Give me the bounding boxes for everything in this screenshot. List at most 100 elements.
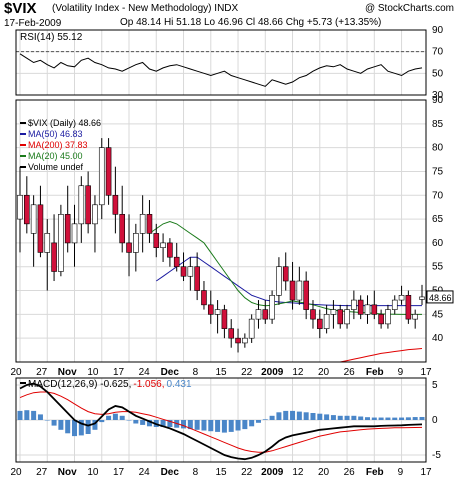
rsi-line bbox=[19, 53, 423, 87]
candle-body bbox=[405, 295, 412, 320]
macd-histogram-bar bbox=[235, 420, 241, 431]
price-x-tick-label: 24 bbox=[139, 367, 151, 378]
macd-x-tick-label: Feb bbox=[366, 467, 384, 478]
open-value: 48.14 bbox=[136, 17, 162, 28]
candle-body bbox=[289, 280, 296, 301]
macd-histogram-bar bbox=[194, 420, 200, 430]
rsi-legend: RSI(14) 55.12 bbox=[20, 32, 83, 43]
macd-histogram-bar bbox=[208, 420, 214, 432]
candle-body bbox=[276, 266, 282, 296]
candle-body bbox=[133, 233, 139, 253]
candle-body bbox=[316, 318, 323, 329]
candle-body bbox=[412, 314, 418, 320]
ticker-symbol: $VIX bbox=[4, 0, 37, 17]
candle-body bbox=[371, 304, 378, 315]
macd-histogram-bar bbox=[58, 420, 64, 430]
quote-summary: Op 48.14 Hi 51.18 Lo 46.96 Cl 48.66 Chg … bbox=[120, 17, 381, 28]
candle-body bbox=[98, 147, 105, 206]
macd-histogram-bar bbox=[215, 420, 221, 432]
instrument-name: (Volatility Index - New Methodology) IND… bbox=[52, 3, 239, 14]
macd-histogram-bar bbox=[399, 417, 405, 420]
macd-histogram-bar bbox=[358, 416, 364, 420]
candle-body bbox=[337, 309, 344, 325]
macd-x-tick-label: 20 bbox=[318, 467, 330, 478]
macd-tick-label: 0 bbox=[432, 415, 438, 426]
macd-histogram-bar bbox=[119, 415, 125, 420]
macd-x-tick-label: Nov bbox=[58, 467, 77, 478]
price-x-tick-label: 20 bbox=[318, 367, 330, 378]
macd-histogram-bar bbox=[126, 420, 132, 421]
macd-histogram-bar bbox=[419, 416, 425, 420]
ma200-line bbox=[340, 348, 423, 363]
change-value: +5.73 (+13.35%) bbox=[306, 17, 382, 28]
candle-body bbox=[207, 304, 214, 315]
macd-histogram-bar bbox=[392, 417, 398, 420]
candle-body bbox=[160, 242, 166, 248]
macd-histogram-bar bbox=[201, 420, 207, 431]
candle-body bbox=[242, 337, 248, 344]
candle-body bbox=[78, 185, 85, 225]
macd-histogram-bar bbox=[242, 420, 248, 430]
candle-body bbox=[248, 318, 255, 339]
candle-body bbox=[262, 309, 269, 320]
macd-histogram-bar bbox=[330, 415, 336, 420]
macd-histogram-bar bbox=[317, 413, 323, 420]
macd-histogram-bar bbox=[85, 420, 91, 434]
macd-histogram-bar bbox=[283, 410, 289, 420]
close-label: Cl bbox=[245, 17, 256, 28]
candle-body bbox=[37, 204, 44, 253]
legend-entry-ma200: MA(200) 37.83 bbox=[28, 140, 88, 150]
ma50-line bbox=[156, 256, 422, 307]
candle-body bbox=[269, 295, 275, 320]
macd-histogram-bar bbox=[167, 420, 173, 427]
price-panel bbox=[15, 99, 427, 363]
price-tick-label: 70 bbox=[432, 190, 444, 201]
macd-histogram-bar bbox=[228, 420, 234, 432]
legend-entry-volume: Volume undef bbox=[28, 162, 84, 172]
macd-histogram-bar bbox=[324, 414, 330, 420]
macd-histogram-bar bbox=[385, 417, 391, 420]
macd-histogram-bar bbox=[112, 413, 118, 420]
rsi-panel bbox=[15, 29, 427, 96]
macd-histogram-bar bbox=[24, 410, 30, 420]
macd-panel bbox=[15, 377, 427, 463]
last-value-tag bbox=[426, 290, 454, 304]
macd-histogram-bar bbox=[364, 417, 370, 420]
candle-body bbox=[173, 256, 180, 268]
candle-body bbox=[64, 214, 71, 244]
rsi-tick-label: 70 bbox=[432, 47, 444, 58]
macd-x-tick-label: 27 bbox=[36, 467, 48, 478]
macd-x-tick-label: 12 bbox=[292, 467, 304, 478]
macd-line bbox=[19, 382, 423, 461]
candle-body bbox=[180, 266, 187, 277]
candle-body bbox=[391, 299, 398, 310]
candle-body bbox=[201, 290, 207, 306]
macd-histogram-bar bbox=[344, 415, 350, 420]
macd-legend-name: MACD(12,26,9) -0.625, bbox=[28, 379, 131, 390]
price-tick-label: 45 bbox=[432, 309, 444, 320]
low-value: 46.96 bbox=[217, 17, 243, 28]
macd-histogram-bar bbox=[17, 410, 23, 420]
candle-body bbox=[364, 304, 371, 315]
price-x-tick-label: 2009 bbox=[261, 367, 284, 378]
candle-body bbox=[378, 314, 384, 325]
legend-entry-ma20: MA(20) 45.00 bbox=[28, 151, 83, 161]
macd-histogram-bar bbox=[78, 420, 84, 436]
macd-histogram-bar bbox=[290, 410, 296, 420]
macd-x-tick-label: 15 bbox=[215, 467, 227, 478]
candle-body bbox=[17, 194, 23, 220]
candle-body bbox=[139, 214, 146, 234]
macd-histogram-bar bbox=[371, 417, 377, 420]
candle-body bbox=[71, 223, 78, 244]
candle-body bbox=[153, 233, 160, 248]
price-x-tick-label: Nov bbox=[58, 367, 77, 378]
macd-histogram-bar bbox=[310, 413, 316, 420]
candle-body bbox=[167, 242, 173, 258]
macd-histogram-bar bbox=[146, 420, 152, 427]
price-tick-label: 40 bbox=[432, 333, 444, 344]
candle-body bbox=[351, 299, 357, 310]
price-tick-label: 90 bbox=[432, 95, 444, 106]
macd-histogram-bar bbox=[160, 420, 166, 427]
candle-body bbox=[24, 194, 30, 225]
candle-body bbox=[146, 214, 153, 234]
